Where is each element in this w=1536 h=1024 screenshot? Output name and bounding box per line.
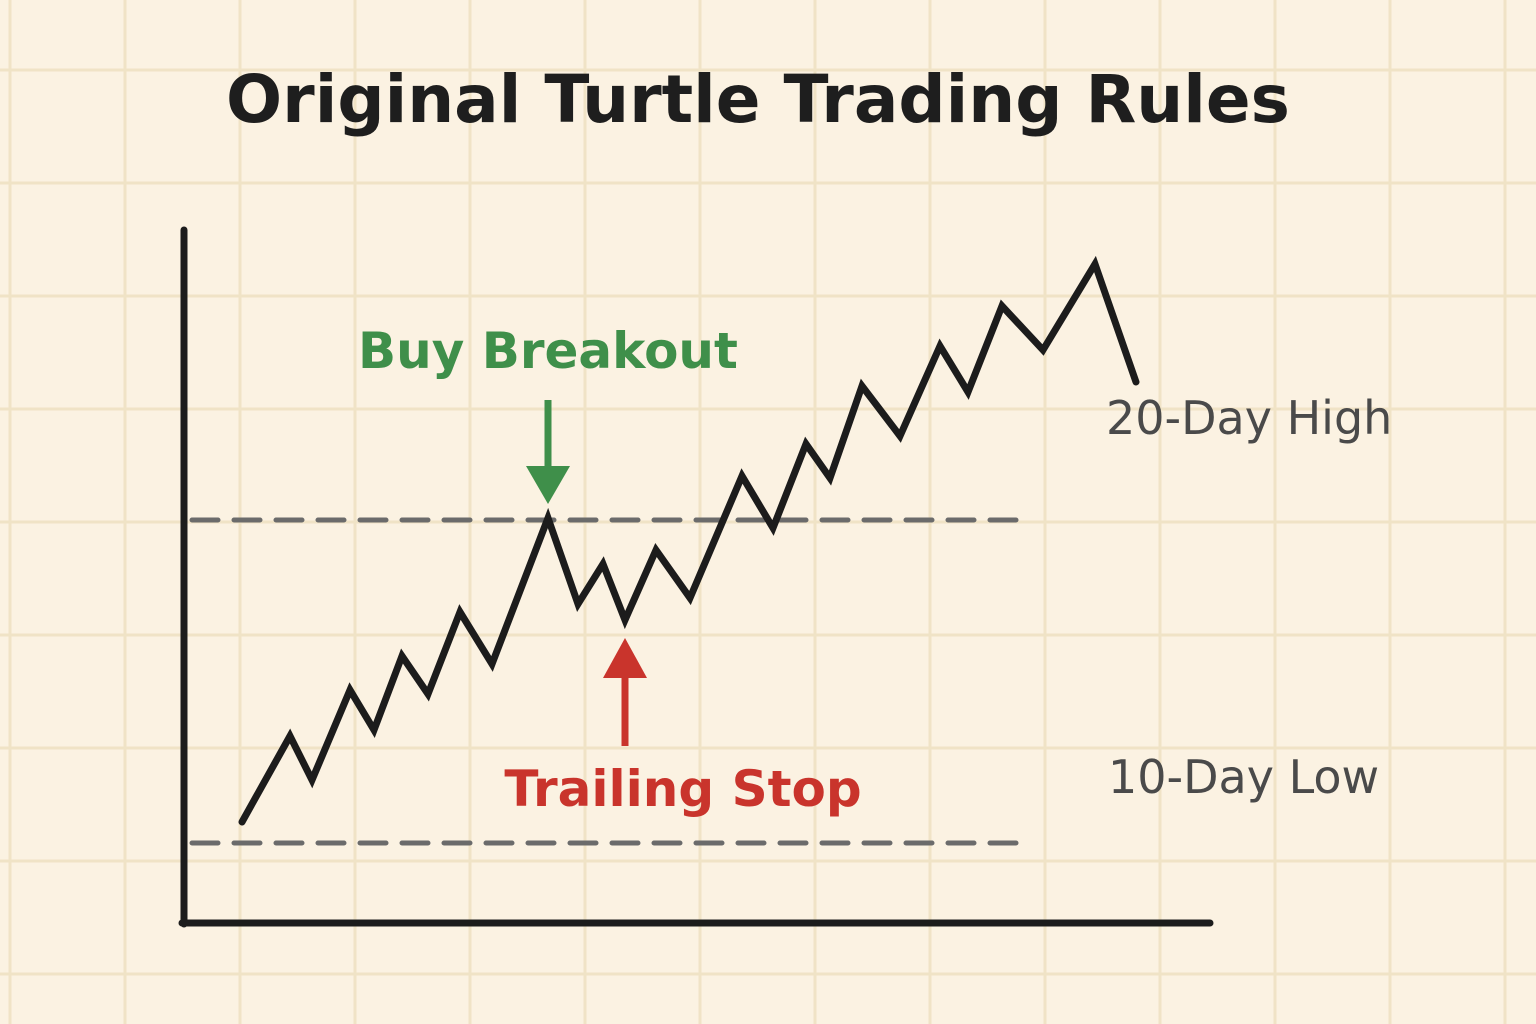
trailing-stop-label: Trailing Stop (504, 760, 861, 818)
ten-day-low-label: 10-Day Low (1108, 750, 1379, 804)
trailing-stop-arrow-icon (603, 638, 647, 746)
buy-breakout-label: Buy Breakout (358, 322, 738, 380)
twenty-day-high-label: 20-Day High (1106, 391, 1392, 445)
buy-breakout-arrow-icon (526, 400, 570, 504)
diagram-title: Original Turtle Trading Rules (226, 61, 1290, 138)
price-line (238, 255, 1140, 826)
